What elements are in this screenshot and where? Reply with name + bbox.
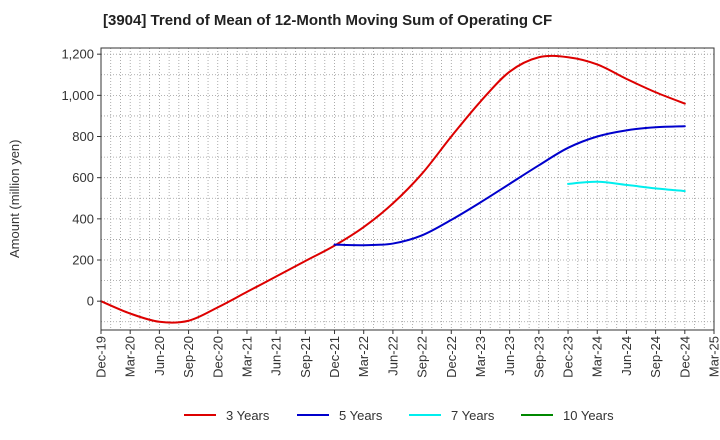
x-tick-label: Dec-21 [327, 336, 342, 378]
series-line-3-years [100, 54, 686, 324]
y-tick-labels: 0 200 400 600 800 1,000 1,200 [61, 47, 101, 309]
x-tick-label: Jun-22 [385, 336, 400, 376]
grid-layer [101, 48, 714, 330]
x-tick-label: Dec-19 [94, 336, 109, 378]
y-tick-label: 200 [72, 253, 94, 268]
legend-swatch [409, 414, 441, 416]
legend-label: 5 Years [339, 407, 383, 423]
x-tick-label: Dec-22 [444, 336, 459, 378]
legend-swatch [521, 414, 553, 416]
x-tick-label: Sep-22 [415, 336, 430, 378]
x-tick-label: Mar-22 [356, 336, 371, 377]
x-tick-label: Sep-24 [648, 336, 663, 378]
legend-label: 10 Years [563, 407, 614, 423]
x-tick-label: Jun-20 [152, 336, 167, 376]
y-tick-label: 1,200 [61, 47, 94, 62]
x-tick-label: Mar-20 [123, 336, 138, 377]
x-tick-label: Sep-21 [298, 336, 313, 378]
y-tick-label: 1,000 [61, 88, 94, 103]
y-tick-label: 600 [72, 170, 94, 185]
legend-swatch [184, 414, 216, 416]
legend: 3 Years 5 Years 7 Years 10 Years [0, 404, 720, 426]
series-layer [100, 54, 686, 324]
series-line-7-years [567, 180, 686, 193]
legend-swatch [297, 414, 329, 416]
x-tick-label: Mar-23 [473, 336, 488, 377]
legend-label: 7 Years [451, 407, 495, 423]
x-tick-label: Jun-23 [502, 336, 517, 376]
y-tick-label: 800 [72, 129, 94, 144]
y-axis-label-box: Amount (million yen) [2, 140, 26, 259]
y-tick-label: 400 [72, 211, 94, 226]
x-tick-label: Sep-20 [181, 336, 196, 378]
legend-item-5-years: 5 Years [297, 404, 382, 426]
y-axis-label: Amount (million yen) [7, 139, 22, 259]
x-tick-label: Mar-24 [590, 336, 605, 377]
x-tick-label: Dec-20 [210, 336, 225, 378]
x-tick-label: Sep-23 [531, 336, 546, 378]
x-tick-label: Dec-24 [677, 336, 692, 378]
x-tick-label: Jun-21 [269, 336, 284, 376]
x-tick-label: Dec-23 [561, 336, 576, 378]
legend-label: 3 Years [226, 407, 270, 423]
x-tick-label: Mar-21 [239, 336, 254, 377]
x-tick-labels: Dec-19 Mar-20 Jun-20 Sep-20 Dec-20 Mar-21 Jun-… [94, 330, 720, 378]
x-tick-label: Mar-25 [707, 336, 720, 377]
x-tick-label: Jun-24 [619, 336, 634, 376]
y-tick-label: 0 [87, 294, 94, 309]
chart-title: [3904] Trend of Mean of 12-Month Moving … [103, 12, 553, 29]
legend-item-7-years: 7 Years [409, 404, 494, 426]
legend-item-10-years: 10 Years [521, 404, 614, 426]
legend-item-3-years: 3 Years [184, 404, 269, 426]
plot-frame [100, 47, 715, 331]
series-line-5-years [333, 125, 686, 247]
